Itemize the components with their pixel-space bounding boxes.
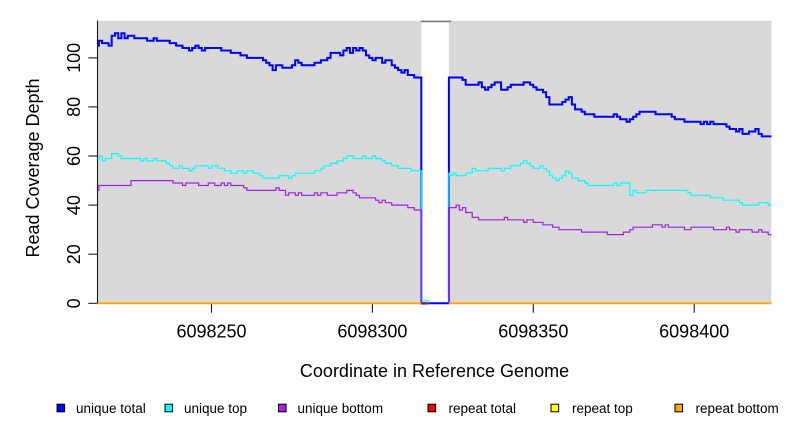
- svg-text:6098400: 6098400: [659, 322, 729, 342]
- svg-text:unique top: unique top: [184, 401, 247, 416]
- svg-text:unique total: unique total: [76, 401, 146, 416]
- svg-text:repeat top: repeat top: [572, 401, 633, 416]
- svg-text:100: 100: [64, 43, 84, 73]
- svg-text:40: 40: [64, 195, 84, 215]
- svg-text:6098350: 6098350: [498, 322, 568, 342]
- svg-text:6098250: 6098250: [176, 322, 246, 342]
- svg-text:Coordinate in Reference Genome: Coordinate in Reference Genome: [300, 361, 569, 381]
- svg-text:20: 20: [64, 244, 84, 264]
- svg-text:repeat bottom: repeat bottom: [696, 401, 779, 416]
- svg-text:0: 0: [64, 298, 84, 308]
- svg-text:repeat total: repeat total: [449, 401, 517, 416]
- svg-text:80: 80: [64, 97, 84, 117]
- svg-text:unique bottom: unique bottom: [298, 401, 384, 416]
- svg-text:6098300: 6098300: [337, 322, 407, 342]
- svg-text:60: 60: [64, 146, 84, 166]
- svg-text:Read Coverage Depth: Read Coverage Depth: [23, 78, 43, 257]
